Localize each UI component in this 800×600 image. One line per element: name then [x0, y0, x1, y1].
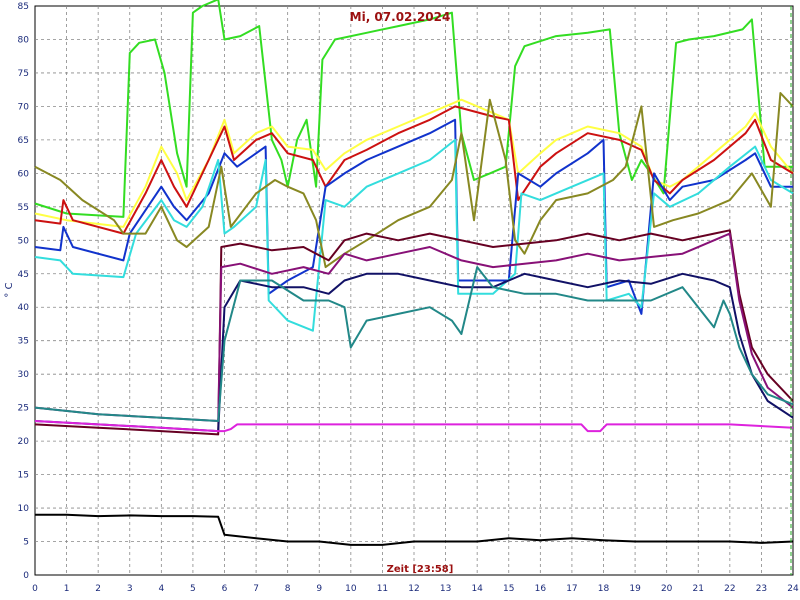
x-tick-label: 24 [787, 584, 799, 594]
y-tick-label: 15 [18, 471, 29, 481]
series-line-12 [35, 513, 794, 546]
y-tick-label: 10 [18, 504, 30, 514]
y-axis-label: ° C [4, 282, 15, 297]
chart-title: Mi, 07.02.2024 [350, 10, 451, 24]
y-tick-label: 0 [23, 571, 29, 581]
x-tick-label: 15 [503, 584, 514, 594]
y-tick-label: 45 [18, 270, 29, 280]
x-tick-label: 8 [285, 584, 291, 594]
y-tick-labels: 0 5 10 15 20 25 30 35 40 45 50 55 60 65 70 75 80 85 [18, 2, 30, 581]
y-tick-label: 55 [18, 203, 29, 213]
y-tick-label: 5 [23, 538, 29, 548]
y-tick-label: 60 [18, 169, 30, 179]
x-tick-label: 0 [32, 584, 38, 594]
y-tick-label: 65 [18, 136, 29, 146]
y-tick-label: 70 [18, 102, 30, 112]
y-tick-label: 35 [18, 337, 29, 347]
series-line-2 [34, 98, 794, 228]
x-tick-label: 10 [345, 584, 357, 594]
series-line-5 [34, 138, 794, 332]
series-line-8 [34, 232, 794, 422]
x-tick-labels: 0 1 2 3 4 5 6 7 8 9 10 11 12 13 14 15 16 17 18 19 20 21 22 23 24 [32, 584, 799, 594]
y-tick-label: 75 [18, 69, 29, 79]
series-line-4 [34, 118, 793, 315]
series-line-7 [34, 229, 794, 436]
x-tick-label: 11 [377, 584, 388, 594]
series-lines [34, 0, 794, 546]
x-tick-label: 23 [756, 584, 767, 594]
x-tick-label: 16 [535, 584, 547, 594]
x-tick-label: 1 [64, 584, 70, 594]
x-tick-label: 21 [693, 584, 704, 594]
x-tick-label: 12 [408, 584, 419, 594]
x-tick-label: 22 [724, 584, 735, 594]
y-tick-label: 85 [18, 2, 29, 12]
y-tick-label: 40 [18, 303, 30, 313]
x-axis-label: Zeit [23:58] [387, 564, 454, 575]
y-tick-label: 25 [18, 404, 29, 414]
x-tick-label: 19 [629, 584, 641, 594]
series-line-3 [34, 105, 794, 235]
x-tick-label: 13 [440, 584, 451, 594]
y-tick-label: 30 [18, 370, 30, 380]
x-tick-label: 6 [222, 584, 228, 594]
series-line-6 [34, 92, 794, 269]
x-tick-label: 7 [253, 584, 259, 594]
x-tick-label: 14 [471, 584, 483, 594]
series-line-9 [34, 272, 794, 433]
y-tick-label: 50 [18, 236, 30, 246]
x-tick-label: 4 [158, 584, 164, 594]
x-tick-label: 5 [190, 584, 196, 594]
x-tick-label: 2 [95, 584, 101, 594]
series-line-11 [34, 420, 794, 433]
y-tick-label: 20 [18, 437, 30, 447]
x-tick-label: 9 [316, 584, 322, 594]
x-tick-label: 17 [566, 584, 577, 594]
x-tick-label: 18 [598, 584, 610, 594]
y-tick-label: 80 [18, 35, 30, 45]
x-tick-label: 20 [661, 584, 673, 594]
series-line-10 [34, 266, 794, 422]
x-tick-label: 3 [127, 584, 133, 594]
